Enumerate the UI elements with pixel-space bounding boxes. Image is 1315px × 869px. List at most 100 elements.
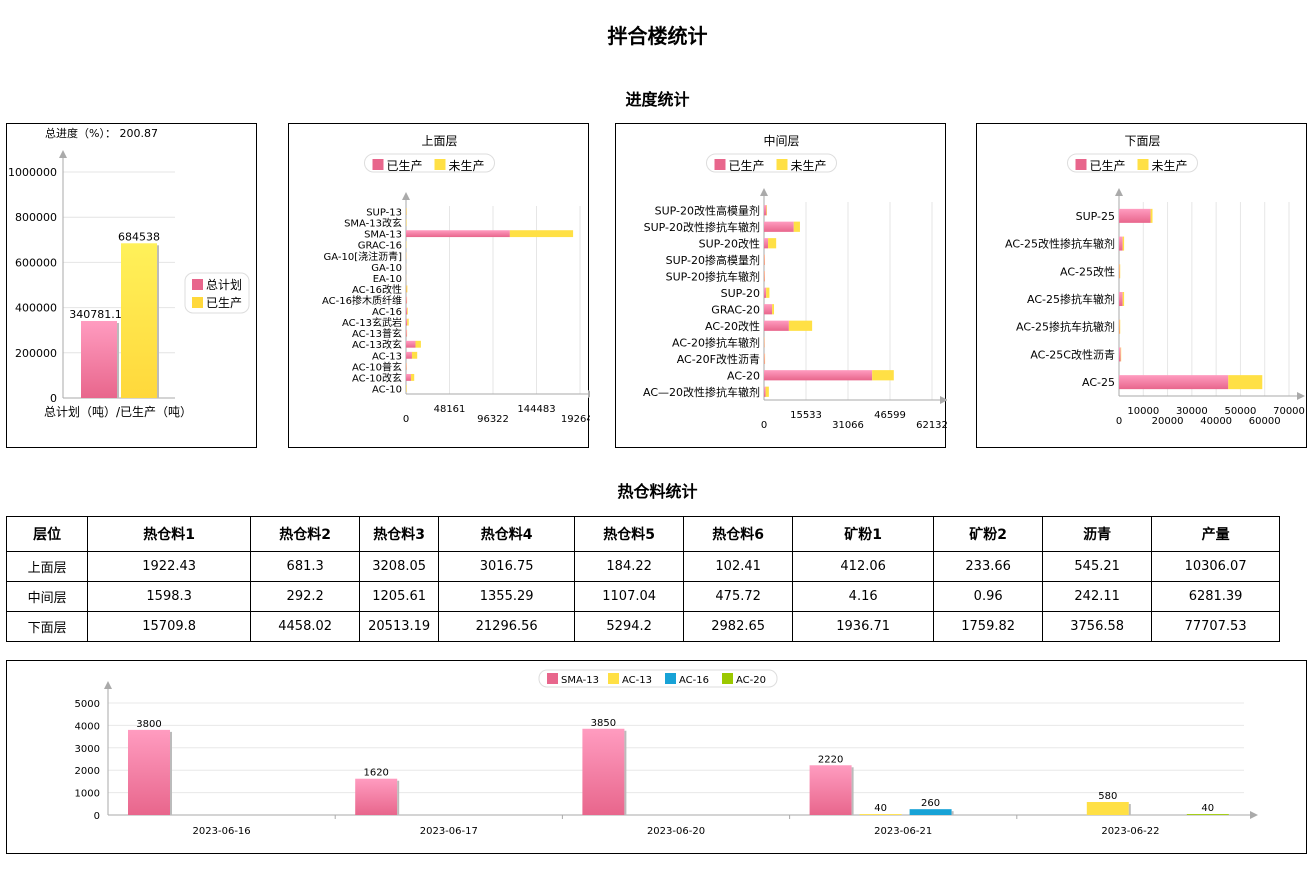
legend-swatch: [776, 159, 788, 170]
legend-swatch: [665, 673, 676, 684]
data-label: 1620: [363, 768, 388, 779]
bar-unproduced: [1119, 264, 1121, 279]
table-cell: 5294.2: [574, 611, 685, 642]
y-category-label: AC-10: [372, 384, 402, 395]
bar-unproduced: [1122, 292, 1125, 306]
bar: [355, 778, 398, 815]
bar-unproduced: [1122, 236, 1125, 251]
y-category-label: AC-16: [372, 307, 402, 318]
legend-swatch: [547, 673, 558, 684]
data-label: 40: [1201, 803, 1214, 814]
bar-produced: [406, 307, 408, 315]
table-cell: 1759.82: [933, 611, 1044, 642]
y-category-label: AC-20: [727, 369, 760, 382]
bar-produced: [764, 320, 789, 331]
axis-arrow: [1115, 188, 1123, 196]
y-tick-label: 200000: [15, 347, 57, 360]
legend-label: 未生产: [1152, 159, 1188, 173]
y-category-label: AC-20改性: [705, 319, 760, 333]
bar-produced: [406, 329, 407, 337]
chart-title: 上面层: [421, 134, 457, 148]
table-cell: 6281.39: [1151, 581, 1280, 612]
axis-arrow: [104, 681, 112, 689]
bar-unproduced: [407, 318, 409, 326]
data-label: 3800: [136, 719, 161, 730]
y-tick-label: 0: [50, 392, 57, 405]
legend-swatch: [714, 159, 726, 170]
x-tick-label: 62132: [916, 420, 947, 431]
bar-produced: [406, 230, 510, 238]
axis-arrow: [940, 396, 947, 404]
table-cell: 20513.19: [359, 611, 440, 642]
x-tick-label: 2023-06-21: [874, 826, 932, 837]
y-category-label: AC-16改性: [352, 283, 402, 296]
y-tick-label: 0: [94, 811, 100, 822]
col-header: 矿粉1: [792, 516, 935, 552]
legend-label: 已生产: [729, 159, 765, 173]
y-category-label: SMA-13改玄: [344, 217, 402, 230]
bar-unproduced: [407, 307, 408, 315]
legend-label: SMA-13: [561, 675, 599, 686]
legend-swatch: [192, 279, 203, 290]
bar-produced: [764, 287, 767, 298]
y-category-label: AC-25C改性沥青: [1030, 347, 1115, 361]
x-tick-label: 2023-06-17: [420, 826, 478, 837]
legend-swatch: [1137, 159, 1149, 170]
bar-shadow: [397, 780, 400, 815]
legend-label: AC-16: [679, 675, 709, 686]
y-category-label: AC-25改性掺抗车辙剂: [1005, 237, 1115, 251]
legend-label: 已生产: [1090, 159, 1126, 173]
legend-label: AC-20: [736, 675, 766, 686]
bar: [81, 320, 117, 398]
y-category-label: AC—20改性掺抗车辙剂: [643, 385, 760, 399]
x-tick-label: 0: [761, 420, 767, 431]
bar-unproduced: [766, 287, 770, 298]
legend-swatch: [372, 159, 384, 170]
bar-produced: [1119, 347, 1121, 362]
axis-arrow: [1297, 392, 1305, 400]
y-category-label: SUP-13: [366, 208, 402, 219]
x-tick-label: 2023-06-22: [1101, 826, 1159, 837]
x-tick-label: 2023-06-16: [193, 826, 251, 837]
axis-arrow: [59, 150, 67, 158]
axis-arrow: [1250, 811, 1258, 819]
bar-unproduced: [411, 351, 418, 359]
bar-unproduced: [772, 304, 775, 315]
legend-label: 未生产: [791, 159, 827, 173]
col-header: 矿粉2: [933, 516, 1044, 552]
bar-produced: [764, 221, 794, 232]
hot-bin-section-title: 热仓料统计: [617, 482, 698, 501]
data-label: 260: [921, 798, 940, 809]
y-category-label: SUP-20掺高模量剂: [666, 253, 760, 267]
bar-unproduced: [415, 340, 421, 348]
bar-produced: [406, 373, 411, 381]
legend-label: 已生产: [387, 159, 423, 173]
data-label: 40: [874, 803, 887, 814]
table-row: 上面层 1922.43 681.3 3208.05 3016.75 184.22…: [5, 551, 1280, 582]
bar-produced: [406, 351, 412, 359]
table-cell: 2982.65: [683, 611, 794, 642]
chart-title: 下面层: [1124, 134, 1160, 148]
table-cell: 4458.02: [250, 611, 361, 642]
middle-layer-chart: 中间层 已生产 未生产 0 15533 31066 46599 62132 SUP-20改性高模…: [615, 123, 947, 448]
table-cell: 中间层: [5, 581, 89, 612]
x-tick-label: 192644: [561, 414, 590, 425]
y-category-label: SUP-25: [1076, 210, 1115, 223]
bar-produced: [764, 370, 873, 381]
table-cell: 3208.05: [359, 551, 440, 582]
table-cell: 292.2: [250, 581, 361, 612]
table-cell: 1922.43: [87, 551, 252, 582]
bar-produced: [1119, 375, 1229, 390]
bar-unproduced: [406, 285, 408, 293]
legend-box: [706, 153, 837, 173]
y-tick-label: 4000: [75, 721, 100, 732]
bar-unproduced: [406, 385, 407, 392]
y-category-label: SMA-13: [364, 230, 402, 241]
y-category-label: SUP-20改性: [699, 236, 760, 250]
y-category-label: GA-10[浇注沥青]: [323, 250, 402, 263]
axis-arrow: [588, 390, 590, 398]
bar-unproduced: [788, 320, 813, 331]
bar-unproduced: [768, 238, 777, 249]
table-cell: 412.06: [792, 551, 935, 582]
table-cell: 1107.04: [574, 581, 685, 612]
